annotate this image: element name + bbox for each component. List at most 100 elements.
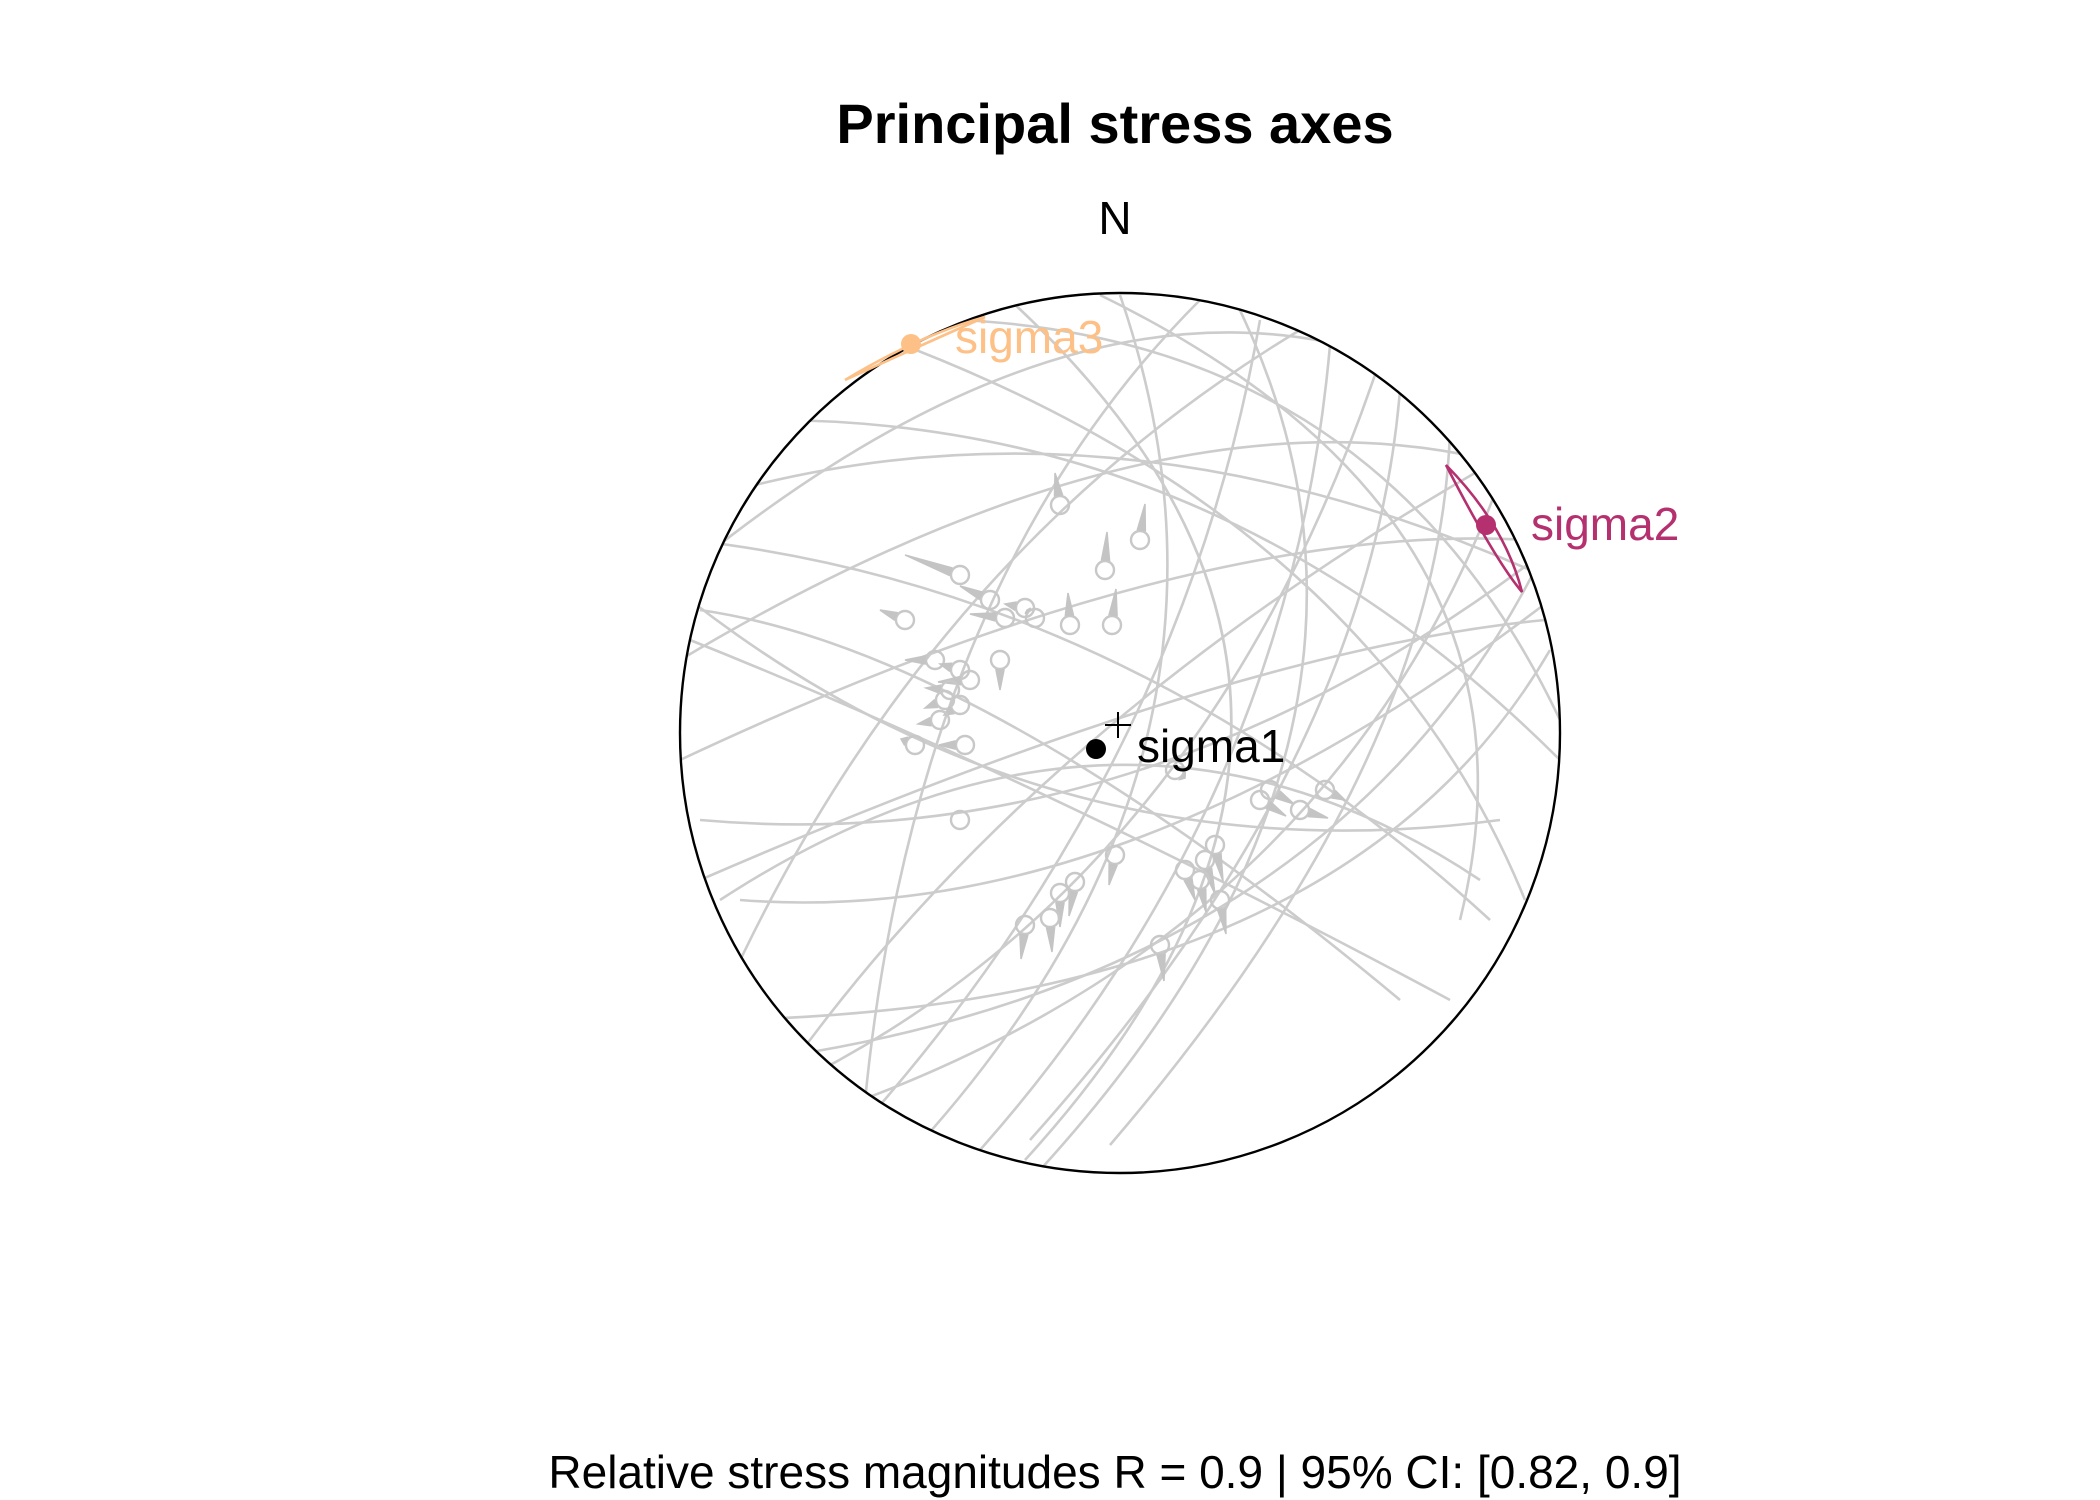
slip-direction-arrow: [1100, 531, 1111, 562]
slip-direction-arrow: [904, 655, 926, 665]
slip-pole-marker: [1101, 614, 1123, 636]
fault-plane-arc: [699, 608, 1401, 1001]
slip-pole-marker: [1104, 844, 1126, 866]
slip-pole-marker: [1149, 934, 1171, 956]
fault-plane-arc: [758, 468, 1481, 1111]
slip-direction-arrow: [1024, 607, 1032, 615]
fault-plane-arc: [1009, 299, 1233, 1161]
slip-pole-marker: [1194, 849, 1216, 871]
slip-direction-arrow: [969, 612, 997, 622]
slip-direction-arrow: [1045, 926, 1056, 953]
slip-direction-arrow: [1331, 789, 1348, 802]
sigma2-label: sigma2: [1531, 498, 1679, 550]
slip-pole-marker: [949, 809, 971, 831]
slip-direction-arrow: [1307, 807, 1329, 819]
fault-plane-arc: [719, 763, 1481, 902]
slip-pole-marker: [1014, 914, 1036, 936]
slip-pole-marker: [954, 734, 976, 756]
slip-direction-arrow: [915, 716, 932, 727]
slip-direction-arrow: [899, 736, 909, 747]
sigma1-label: sigma1: [1137, 720, 1285, 772]
fault-plane-arc: [698, 328, 1301, 1051]
fault-plane-arc: [1109, 429, 1452, 1146]
sigma2-group: sigma2: [1444, 464, 1679, 593]
slip-pole-marker: [1024, 607, 1046, 629]
slip-pole-marker: [1059, 614, 1081, 636]
primitive-circle: [678, 291, 1562, 1175]
fault-plane-arc: [699, 538, 1560, 826]
slip-direction-arrow: [1196, 888, 1207, 913]
slip-pole-marker: [1064, 871, 1086, 893]
slip-direction-arrow: [1068, 890, 1079, 917]
slip-pole-marker: [994, 607, 1016, 629]
slip-direction-arrow: [1156, 953, 1166, 982]
slip-pole-marker: [949, 694, 971, 716]
slip-direction-arrow: [922, 698, 939, 709]
slip-pole-marker: [1289, 799, 1311, 821]
sigma2-confidence-ellipse: [1444, 464, 1524, 593]
slip-pole-marker: [1174, 859, 1196, 881]
north-label: N: [1098, 192, 1131, 244]
slip-pole-marker: [989, 649, 1011, 671]
fault-plane-arc: [699, 452, 1531, 572]
slip-markers: [879, 472, 1348, 982]
slip-direction-arrow: [938, 740, 956, 750]
fault-plane-arc: [689, 598, 1501, 832]
slip-direction-arrow: [995, 669, 1005, 691]
sigma1-point: [1086, 739, 1106, 759]
slip-pole-marker: [959, 669, 981, 691]
slip-direction-arrow: [937, 662, 953, 673]
slip-pole-marker: [1049, 882, 1071, 904]
fault-plane-arc: [889, 338, 1527, 901]
fault-plane-arc: [759, 559, 1542, 1062]
slip-direction-arrow: [1275, 790, 1295, 805]
slip-direction-arrow: [923, 684, 942, 695]
slip-direction-arrow: [1053, 472, 1064, 497]
slip-direction-arrow: [1019, 933, 1029, 960]
sigma3-point: [901, 334, 921, 354]
slip-direction-arrow: [904, 554, 953, 577]
slip-pole-marker: [1259, 779, 1281, 801]
fault-plane-arc: [680, 440, 1491, 662]
slip-pole-marker: [1204, 834, 1226, 856]
fault-plane-arc: [689, 638, 1451, 1002]
slip-direction-arrow: [1265, 800, 1287, 817]
slip-pole-marker: [1039, 907, 1061, 929]
slip-direction-arrow: [879, 609, 899, 622]
slip-pole-marker: [894, 609, 916, 631]
slip-direction-arrow: [1002, 601, 1017, 612]
slip-direction-arrow: [1108, 863, 1118, 886]
sigma3-label: sigma3: [955, 311, 1103, 363]
fault-plane-arc: [1039, 293, 1308, 1171]
slip-pole-marker: [1209, 889, 1231, 911]
fault-plane-arc: [719, 649, 1552, 1022]
slip-direction-arrow: [1178, 770, 1187, 781]
slip-direction-arrow: [1064, 592, 1075, 617]
slip-pole-marker: [1314, 779, 1336, 801]
slip-direction-arrow: [1108, 588, 1118, 617]
slip-pole-marker: [904, 734, 926, 756]
fault-planes: [680, 293, 1560, 1171]
relative-stress-footer: Relative stress magnitudes R = 0.9 | 95%…: [548, 1446, 1681, 1498]
slip-pole-marker: [1129, 529, 1151, 551]
slip-pole-marker: [1094, 559, 1116, 581]
fault-plane-arc: [739, 598, 1551, 904]
slip-direction-arrow: [1212, 852, 1224, 882]
slip-direction-arrow: [1136, 503, 1147, 532]
slip-pole-marker: [949, 564, 971, 586]
slip-direction-arrow: [1216, 908, 1227, 935]
slip-pole-marker: [1014, 597, 1036, 619]
slip-pole-marker: [929, 709, 951, 731]
fault-plane-arc: [1099, 293, 1480, 921]
fault-plane-arc: [699, 618, 1546, 882]
chart-title: Principal stress axes: [836, 92, 1393, 155]
fault-plane-arc: [759, 359, 1382, 1102]
slip-pole-marker: [1249, 789, 1271, 811]
slip-pole-marker: [939, 679, 961, 701]
fault-plane-arc: [839, 319, 1262, 1151]
slip-pole-marker: [1049, 494, 1071, 516]
fault-plane-arc: [689, 538, 1491, 921]
sigma2-point: [1476, 515, 1496, 535]
slip-pole-marker: [1164, 759, 1186, 781]
